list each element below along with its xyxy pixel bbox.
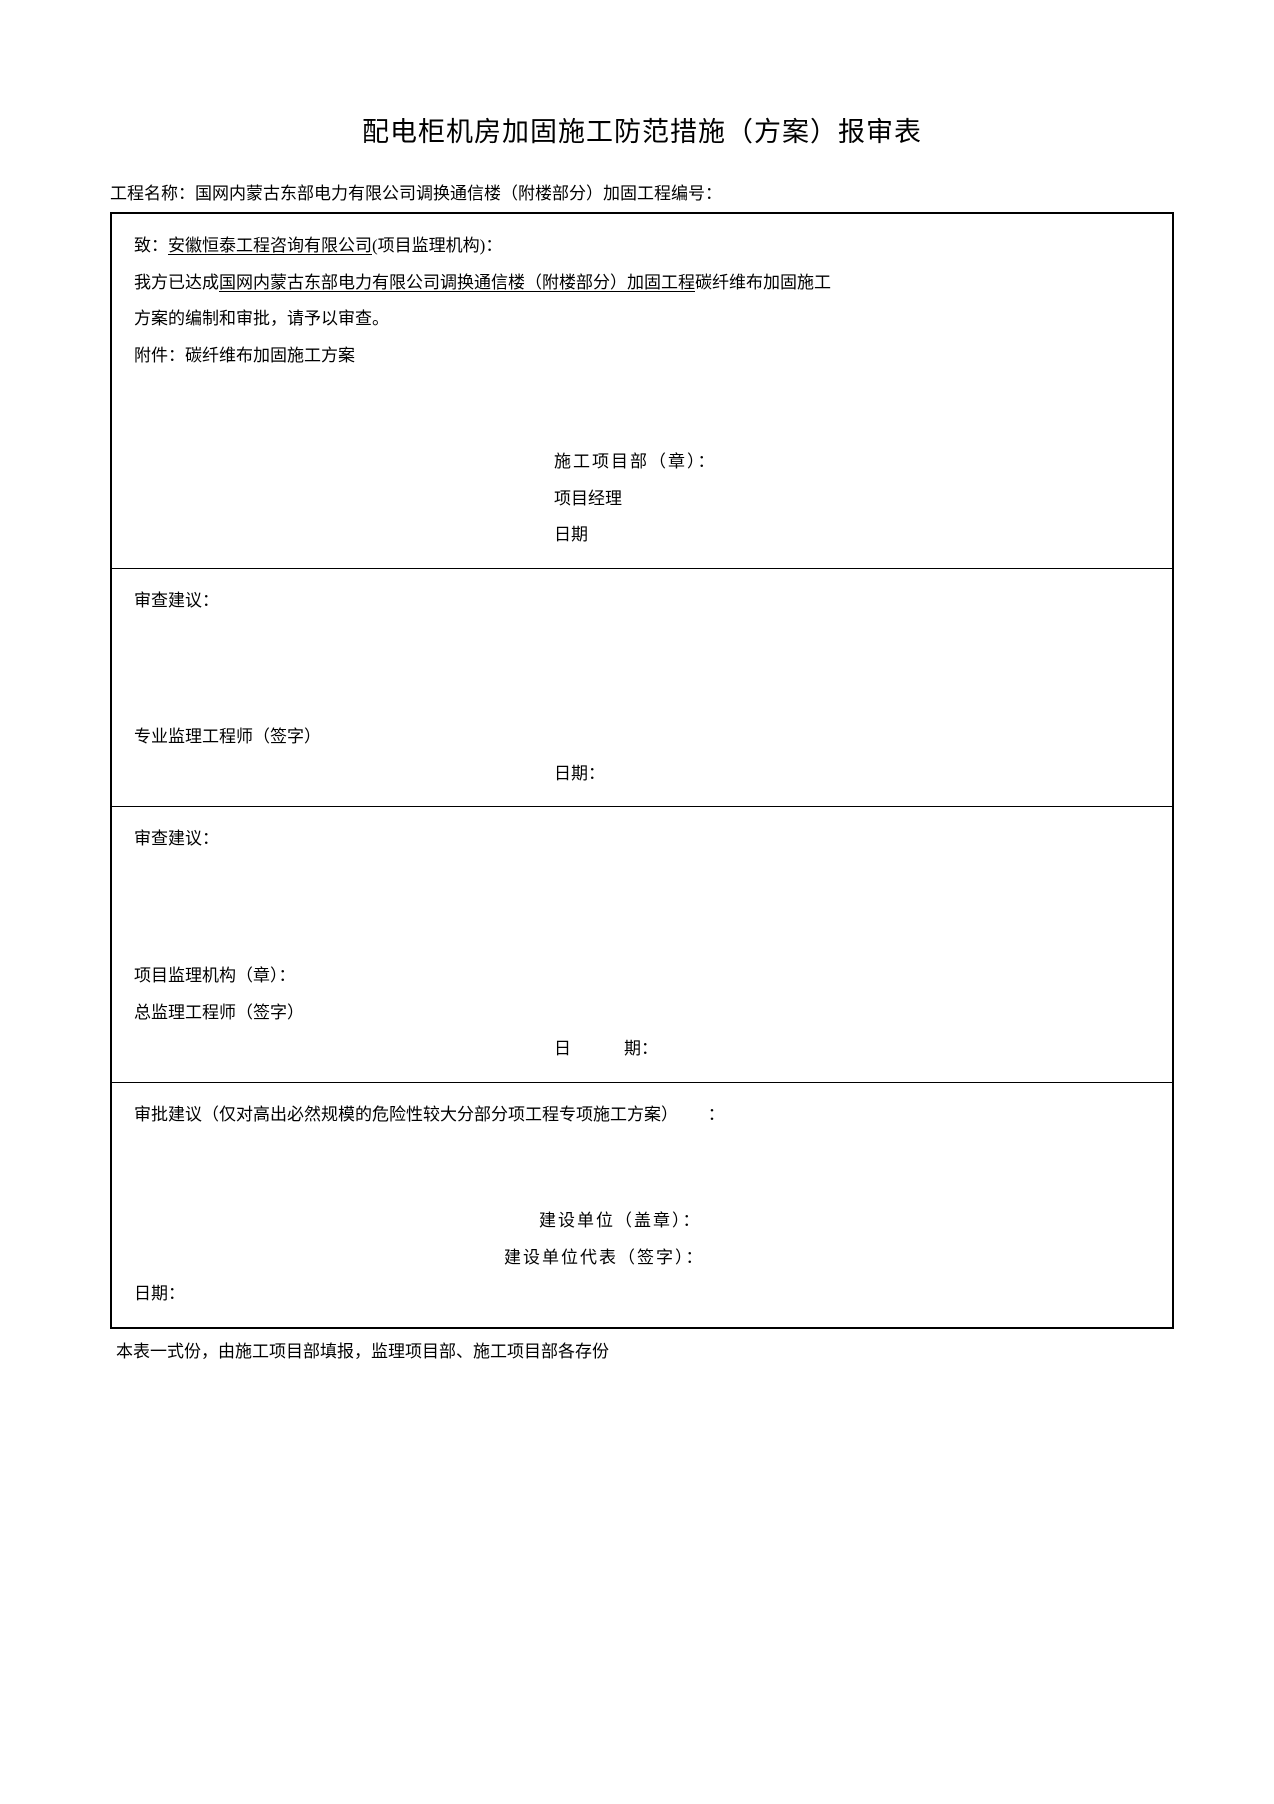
spacer	[134, 619, 1150, 719]
to-prefix: 致：	[134, 236, 168, 255]
construction-rep-line: 建设单位代表（签字）：	[134, 1240, 1150, 1277]
date-label-1: 日期	[554, 517, 1150, 554]
spacer	[134, 1133, 1150, 1203]
spacer	[134, 858, 1150, 958]
approval-colon: ：	[708, 1105, 725, 1124]
signature-block-1: 施工项目部（章）： 项目经理 日期	[134, 444, 1150, 554]
construction-unit-seal: 建设单位（盖章）：	[134, 1203, 1150, 1240]
date-block-2: 日期：	[134, 756, 1150, 793]
approval-heading: 审批建议（仅对高出必然规模的危险性较大分部分项工程专项施工方案） ：	[134, 1097, 1150, 1134]
section-review-2: 审查建议： 项目监理机构（章）： 总监理工程师（签字） 日期：	[112, 807, 1172, 1082]
project-manager: 项目经理	[554, 481, 1150, 518]
addressee-line: 致：安徽恒泰工程咨询有限公司(项目监理机构)：	[134, 228, 1150, 265]
chief-supervisor-sign: 总监理工程师（签字）	[134, 995, 1150, 1032]
section-review-1: 审查建议： 专业监理工程师（签字） 日期：	[112, 569, 1172, 808]
construction-dept-seal: 施工项目部（章）：	[554, 444, 1150, 481]
review-heading-2: 审查建议：	[134, 821, 1150, 858]
document-title: 配电柜机房加固施工防范措施（方案）报审表	[110, 110, 1174, 149]
to-suffix: (项目监理机构)：	[372, 236, 502, 255]
to-company: 安徽恒泰工程咨询有限公司	[168, 236, 372, 255]
page-container: 配电柜机房加固施工防范措施（方案）报审表 工程名称：国网内蒙古东部电力有限公司调…	[0, 0, 1274, 1422]
section-submission: 致：安徽恒泰工程咨询有限公司(项目监理机构)： 我方已达成国网内蒙古东部电力有限…	[112, 214, 1172, 569]
date-block-3: 日期：	[134, 1031, 1150, 1068]
attachment-line: 附件：碳纤维布加固施工方案	[134, 338, 1150, 375]
date-label-4: 日期：	[134, 1276, 1150, 1313]
section-approval: 审批建议（仅对高出必然规模的危险性较大分部分项工程专项施工方案） ： 建设单位（…	[112, 1083, 1172, 1327]
approval-text: 审批建议（仅对高出必然规模的危险性较大分部分项工程专项施工方案）	[134, 1105, 678, 1124]
body1-project: 国网内蒙古东部电力有限公司调换通信楼（附楼部分）加固工程	[219, 273, 695, 292]
form-table: 致：安徽恒泰工程咨询有限公司(项目监理机构)： 我方已达成国网内蒙古东部电力有限…	[110, 212, 1174, 1329]
review-heading-1: 审查建议：	[134, 583, 1150, 620]
date-char-ri: 日	[554, 1031, 624, 1068]
project-name-line: 工程名称：国网内蒙古东部电力有限公司调换通信楼（附楼部分）加固工程编号：	[110, 179, 1174, 204]
body1-prefix: 我方已达成	[134, 273, 219, 292]
supervision-org-seal: 项目监理机构（章）：	[134, 958, 1150, 995]
construction-unit-seal-text: 建设单位（盖章）：	[539, 1211, 702, 1230]
footer-note: 本表一式份，由施工项目部填报，监理项目部、施工项目部各存份	[110, 1337, 1174, 1362]
date-char-qi: 期：	[624, 1039, 658, 1058]
supervisor-engineer-sign: 专业监理工程师（签字）	[134, 719, 1150, 756]
construction-rep-sign: 建设单位代表（签字）：	[504, 1248, 705, 1267]
body-line-2: 方案的编制和审批，请予以审查。	[134, 301, 1150, 338]
spacer	[134, 374, 1150, 444]
body-line-1: 我方已达成国网内蒙古东部电力有限公司调换通信楼（附楼部分）加固工程碳纤维布加固施…	[134, 265, 1150, 302]
date-label-2: 日期：	[554, 756, 1150, 793]
body1-suffix: 碳纤维布加固施工	[695, 273, 831, 292]
